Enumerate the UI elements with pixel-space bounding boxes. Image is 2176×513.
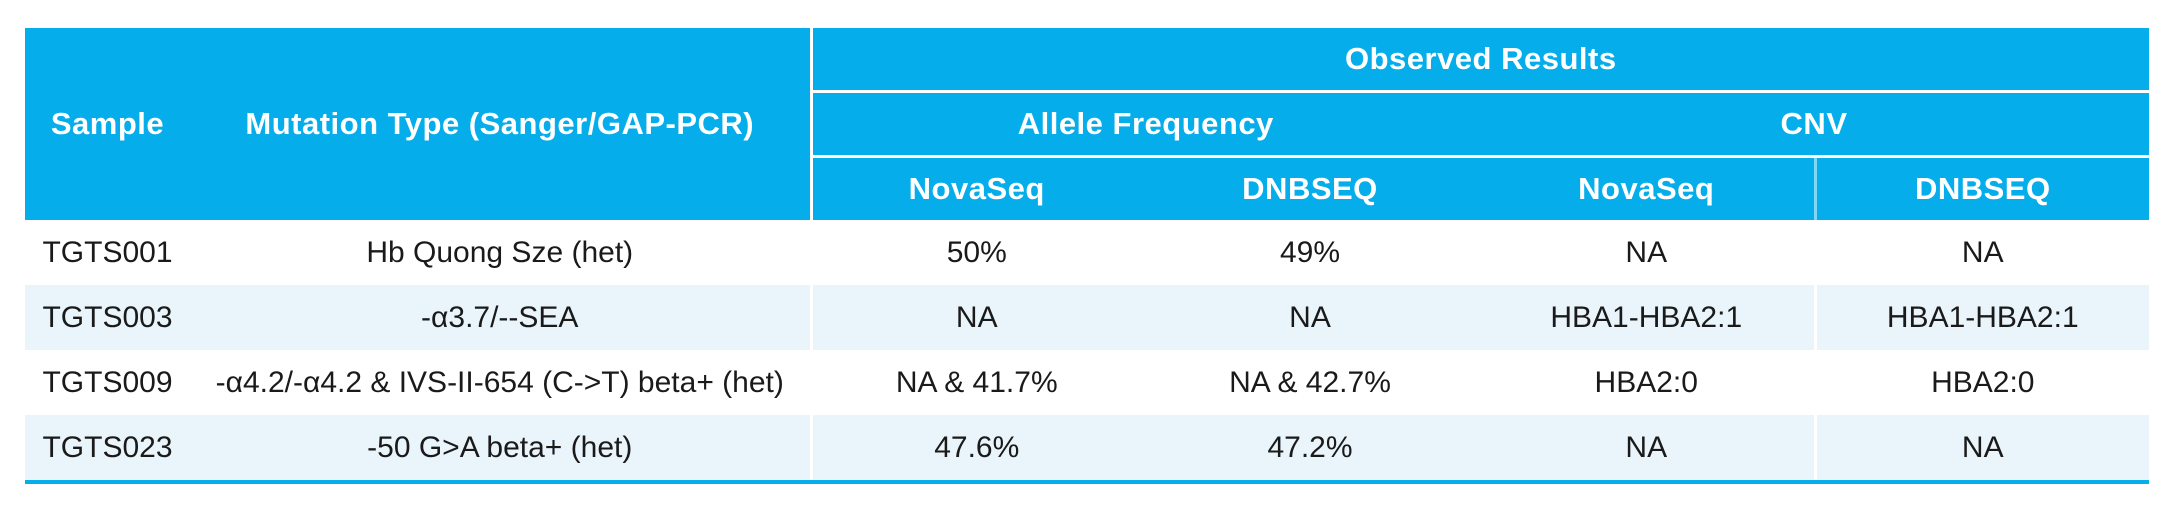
cnv-dnbseq-cell: HBA2:0 xyxy=(1815,350,2150,415)
af-novaseq-cell: 50% xyxy=(811,220,1141,285)
sample-cell: TGTS003 xyxy=(25,285,190,350)
mutation-cell: -α4.2/-α4.2 & IVS-II-654 (C->T) beta+ (h… xyxy=(190,350,813,415)
af-dnbseq-cell: 49% xyxy=(1141,220,1479,285)
cnv-dnbseq-cell: NA xyxy=(1815,220,2150,285)
header-observed-results: Observed Results xyxy=(811,28,2150,93)
cnv-novaseq-cell: HBA2:0 xyxy=(1479,350,1817,415)
header-cnv-dnbseq: DNBSEQ xyxy=(1815,156,2150,220)
cnv-novaseq-cell: HBA1-HBA2:1 xyxy=(1479,285,1817,350)
header-af-dnbseq: DNBSEQ xyxy=(1141,156,1479,220)
header-allele-frequency: Allele Frequency xyxy=(811,91,1479,158)
mutation-cell: Hb Quong Sze (het) xyxy=(190,220,813,285)
sample-cell: TGTS009 xyxy=(25,350,190,415)
af-novaseq-cell: NA & 41.7% xyxy=(811,350,1141,415)
mutation-cell: -α3.7/--SEA xyxy=(190,285,813,350)
cnv-dnbseq-cell: HBA1-HBA2:1 xyxy=(1815,285,2150,350)
table-header: Sample Mutation Type (Sanger/GAP-PCR) Ob… xyxy=(25,28,2150,220)
table-body: TGTS001 Hb Quong Sze (het) 50% 49% NA NA… xyxy=(25,220,2150,482)
header-sample: Sample xyxy=(25,28,190,220)
sample-cell: TGTS001 xyxy=(25,220,190,285)
table-row: TGTS009 -α4.2/-α4.2 & IVS-II-654 (C->T) … xyxy=(25,350,2150,415)
table-row: TGTS023 -50 G>A beta+ (het) 47.6% 47.2% … xyxy=(25,415,2150,482)
cnv-dnbseq-cell: NA xyxy=(1815,415,2150,482)
af-dnbseq-cell: NA & 42.7% xyxy=(1141,350,1479,415)
af-novaseq-cell: NA xyxy=(811,285,1141,350)
cnv-novaseq-cell: NA xyxy=(1479,220,1817,285)
cnv-novaseq-cell: NA xyxy=(1479,415,1817,482)
mutation-cell: -50 G>A beta+ (het) xyxy=(190,415,813,482)
af-dnbseq-cell: NA xyxy=(1141,285,1479,350)
header-af-novaseq: NovaSeq xyxy=(811,156,1141,220)
af-dnbseq-cell: 47.2% xyxy=(1141,415,1479,482)
header-cnv: CNV xyxy=(1479,91,2150,158)
header-mutation-type: Mutation Type (Sanger/GAP-PCR) xyxy=(190,28,813,220)
sample-cell: TGTS023 xyxy=(25,415,190,482)
table-row: TGTS001 Hb Quong Sze (het) 50% 49% NA NA xyxy=(25,220,2150,285)
results-table-container: Sample Mutation Type (Sanger/GAP-PCR) Ob… xyxy=(25,28,2150,484)
af-novaseq-cell: 47.6% xyxy=(811,415,1141,482)
sequencing-results-table: Sample Mutation Type (Sanger/GAP-PCR) Ob… xyxy=(25,28,2150,484)
table-row: TGTS003 -α3.7/--SEA NA NA HBA1-HBA2:1 HB… xyxy=(25,285,2150,350)
header-cnv-novaseq: NovaSeq xyxy=(1479,156,1817,220)
